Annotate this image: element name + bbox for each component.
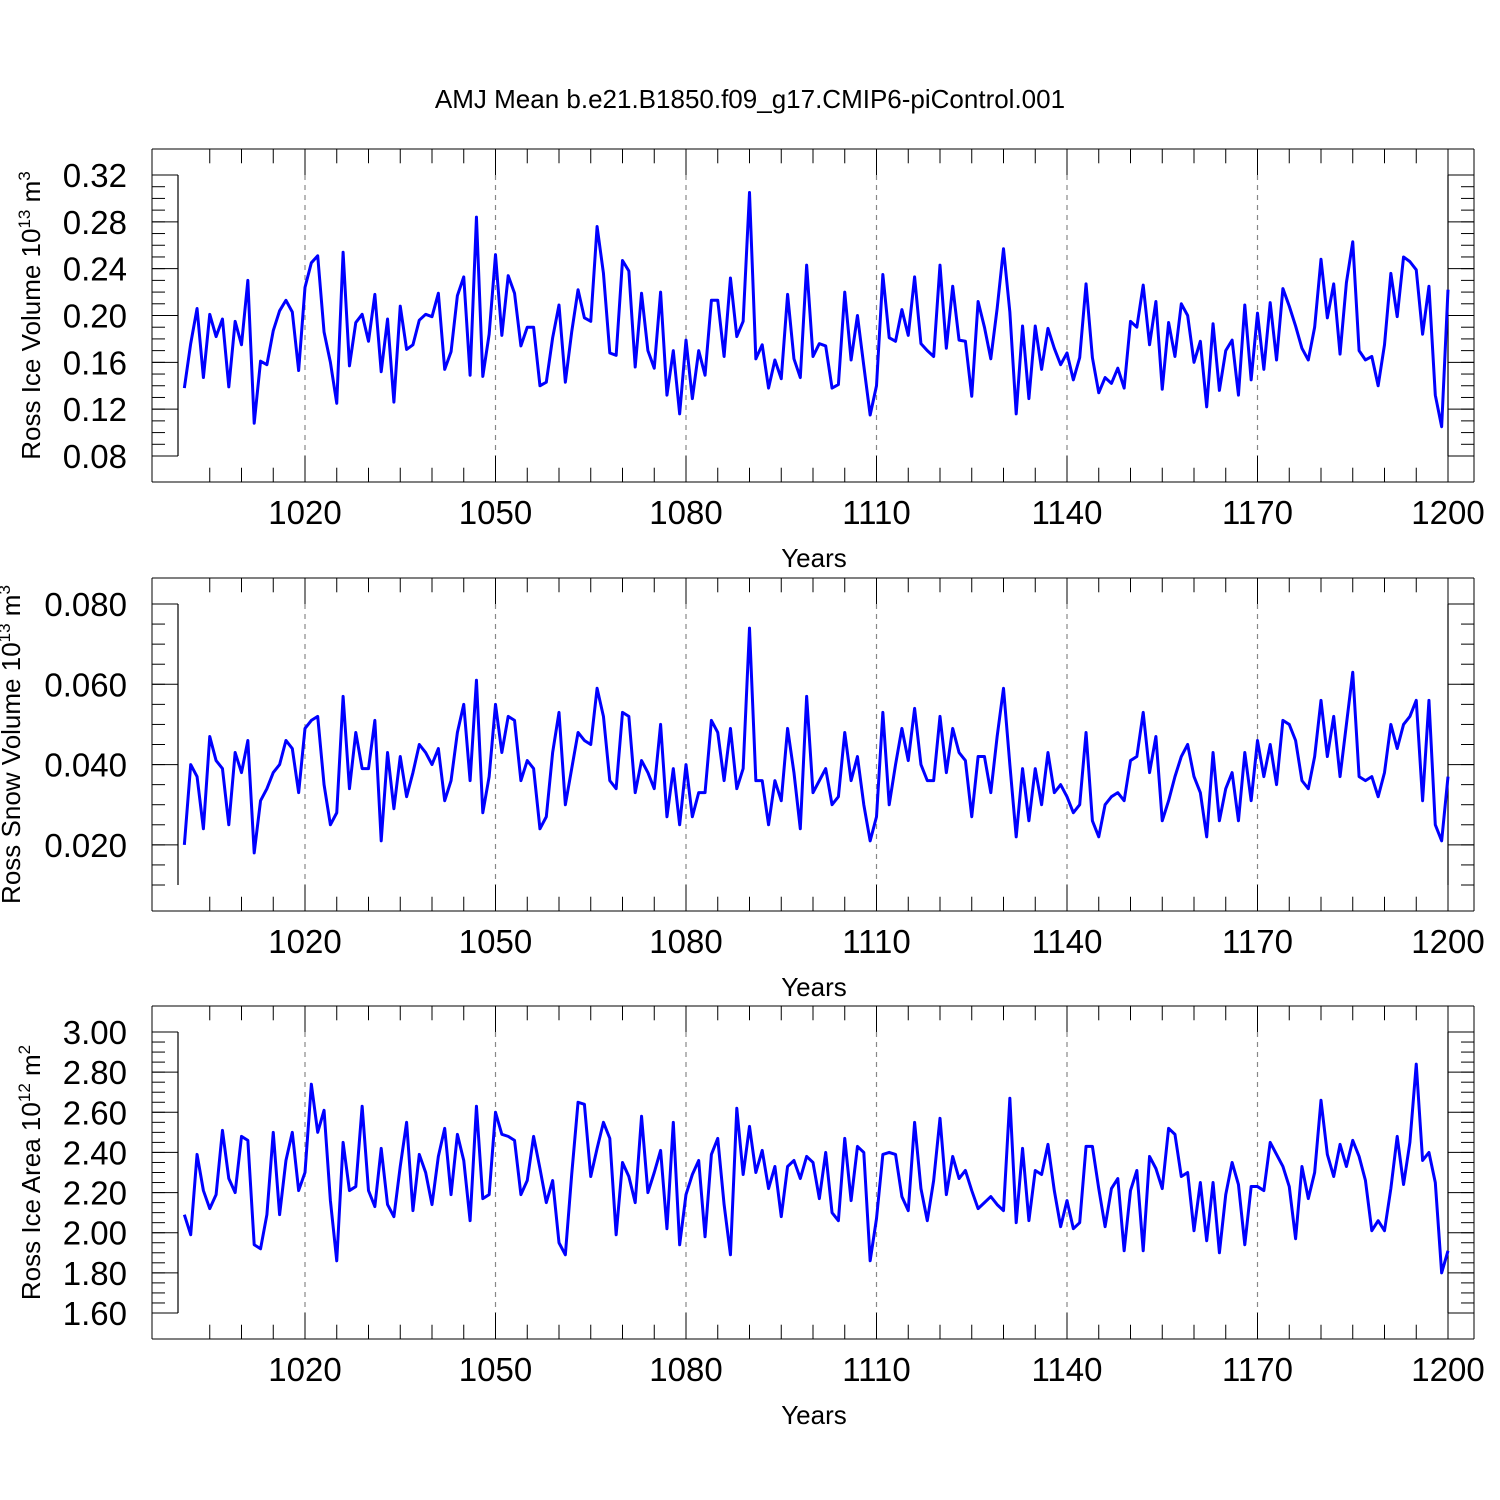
snow-volume-xtick-label-1080: 1080 (649, 923, 722, 960)
snow-volume-xtick-label-1050: 1050 (459, 923, 532, 960)
snow-volume-series-line (182, 626, 1450, 855)
snow-volume-panel: 1020 1050 1080 1110 1140 1170 1200 0.020 0.040 0.… (0, 577, 1485, 1002)
ice-area-xtick-label-1170: 1170 (1222, 1351, 1293, 1388)
ice-area-xtick-label-1080: 1080 (649, 1351, 722, 1388)
ice-area-ytick-label-1.60: 1.60 (63, 1295, 127, 1332)
snow-volume-xtick-label-1020: 1020 (268, 923, 341, 960)
ice-volume-ytick-label-0.32: 0.32 (63, 157, 127, 194)
ice-volume-xtick-label-1080: 1080 (649, 494, 722, 531)
ice-area-ytick-label-1.80: 1.80 (63, 1255, 127, 1292)
ice-volume-ytick-label-0.20: 0.20 (63, 298, 127, 335)
ice-area-xtick-label-1020: 1020 (268, 1351, 341, 1388)
ice-volume-ytick-label-0.08: 0.08 (63, 438, 127, 475)
chart-title: AMJ Mean b.e21.B1850.f09_g17.CMIP6-piCon… (434, 84, 1066, 114)
snow-volume-xtick-label-1200: 1200 (1411, 923, 1484, 960)
ice-volume-xtick-label-1140: 1140 (1032, 494, 1103, 531)
ice-area-ylabel: Ross Ice Area 1012 m2 (15, 1045, 46, 1300)
ice-area-ytick-label-2.60: 2.60 (63, 1094, 127, 1131)
ice-area-xtick-label-1200: 1200 (1411, 1351, 1484, 1388)
ice-volume-ytick-label-0.28: 0.28 (63, 204, 127, 241)
snow-volume-ytick-label-0.060: 0.060 (44, 666, 127, 703)
snow-volume-xlabel: Years (781, 972, 847, 1002)
snow-volume-ytick-label-0.020: 0.020 (44, 827, 127, 864)
ice-volume-xtick-label-1020: 1020 (268, 494, 341, 531)
ice-volume-xtick-label-1200: 1200 (1411, 494, 1484, 531)
ice-area-xtick-label-1110: 1110 (842, 1351, 911, 1388)
ice-volume-xlabel: Years (781, 543, 847, 573)
ice-area-xtick-label-1140: 1140 (1032, 1351, 1103, 1388)
snow-volume-ytick-label-0.040: 0.040 (44, 747, 127, 784)
ice-area-xtick-label-1050: 1050 (459, 1351, 532, 1388)
ice-volume-xtick-label-1050: 1050 (459, 494, 532, 531)
snow-volume-ylabel: Ross Snow Volume 1013 m3 (0, 585, 26, 904)
ice-area-series-line (182, 1062, 1450, 1275)
ice-volume-ytick-label-0.16: 0.16 (63, 344, 127, 381)
ice-area-ytick-label-2.80: 2.80 (63, 1054, 127, 1091)
ice-volume-series-line (182, 191, 1450, 429)
ice-area-ytick-label-2.00: 2.00 (63, 1215, 127, 1252)
ice-volume-xtick-label-1170: 1170 (1222, 494, 1293, 531)
snow-volume-ytick-label-0.080: 0.080 (44, 586, 127, 623)
ice-area-ytick-label-3.00: 3.00 (63, 1014, 127, 1051)
ice-volume-xtick-label-1110: 1110 (842, 494, 911, 531)
snow-volume-xtick-label-1110: 1110 (842, 923, 911, 960)
ice-area-ytick-label-2.20: 2.20 (63, 1175, 127, 1212)
snow-volume-xtick-label-1170: 1170 (1222, 923, 1293, 960)
ice-area-panel: 1020 1050 1080 1110 1140 1170 1200 1.601.802.00… (15, 1005, 1485, 1430)
ice-volume-panel: 1020 1050 1080 1110 1140 1170 1200 0.08 0.12 0.16… (15, 148, 1485, 573)
ice-area-xlabel: Years (781, 1400, 847, 1430)
snow-volume-xtick-label-1140: 1140 (1032, 923, 1103, 960)
ice-volume-ylabel: Ross Ice Volume 1013 m3 (15, 171, 46, 460)
ice-volume-ytick-label-0.24: 0.24 (63, 251, 127, 288)
ice-volume-ytick-label-0.12: 0.12 (63, 391, 127, 428)
ice-area-ytick-label-2.40: 2.40 (63, 1134, 127, 1171)
